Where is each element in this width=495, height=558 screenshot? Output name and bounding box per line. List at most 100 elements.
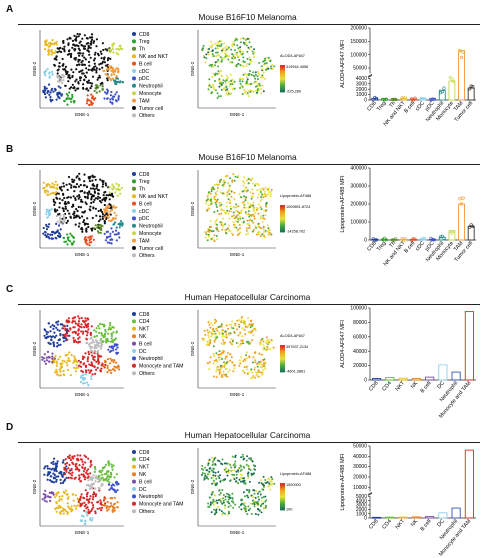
tsne-cell-point <box>104 208 107 211</box>
feature-cell-point <box>228 323 231 326</box>
feature-cell-point <box>218 85 221 88</box>
tsne-cell-point <box>62 512 65 515</box>
tsne-cell-point <box>110 227 113 230</box>
tsne-cell-point <box>94 207 97 210</box>
feature-cell-point <box>220 208 223 211</box>
tsne-cell-point <box>78 178 81 181</box>
tsne-cell-point <box>81 54 84 57</box>
tsne-cell-point <box>77 315 80 318</box>
feature-cell-point <box>233 478 236 481</box>
legend-swatch <box>132 32 136 36</box>
feature-cell-point <box>270 188 273 191</box>
tsne-cell-point <box>60 365 63 368</box>
tsne-y-label: tSNE-2 <box>32 341 37 356</box>
tsne-cell-point <box>79 480 82 483</box>
feature-cell-point <box>232 327 235 330</box>
feature-cell-point <box>236 319 239 322</box>
replicate-point <box>442 86 446 90</box>
feature-cell-point <box>254 77 257 80</box>
feature-cell-point <box>248 490 251 493</box>
feature-cell-point <box>223 209 225 212</box>
tsne-cell-point <box>49 330 52 333</box>
feature-cell-point <box>234 465 237 468</box>
tsne-cell-point <box>62 369 65 373</box>
tsne-cell-point <box>83 523 86 526</box>
tsne-cell-point <box>45 39 48 42</box>
tsne-cell-point <box>93 57 96 60</box>
feature-cell-point <box>238 333 241 335</box>
panel-title: Mouse B16F10 Melanoma <box>198 12 297 22</box>
feature-cell-point <box>249 89 252 92</box>
feature-cell-point <box>209 192 212 195</box>
feature-cell-point <box>225 333 228 336</box>
feature-cell-point <box>239 480 242 483</box>
feature-cell-point <box>256 89 259 92</box>
feature-cell-point <box>207 227 210 230</box>
tsne-cell-point <box>69 98 72 101</box>
feature-cell-point <box>267 56 270 59</box>
bar <box>464 449 474 519</box>
tsne-cell-point <box>59 482 62 485</box>
tsne-cell-point <box>109 357 112 360</box>
feature-cell-point <box>213 508 216 511</box>
tsne-cell-point <box>84 466 87 469</box>
tsne-cell-point <box>92 183 95 186</box>
feature-cell-point <box>239 231 242 234</box>
tsne-cell-point <box>99 347 102 350</box>
tsne-cell-point <box>48 93 51 96</box>
feature-cell-point <box>233 206 236 209</box>
legend-label: DC <box>139 487 147 493</box>
feature-cell-point <box>230 338 233 341</box>
tsne-cell-point <box>93 89 96 93</box>
tsne-cell-point <box>52 327 55 330</box>
tsne-cell-point <box>55 40 58 44</box>
tsne-cell-point <box>87 350 90 354</box>
feature-cell-point <box>231 83 234 86</box>
tsne-cell-point <box>91 38 94 41</box>
tsne-cell-point <box>53 473 56 476</box>
feature-cell-point <box>223 57 225 60</box>
feature-cell-point <box>226 193 229 196</box>
tsne-cell-point <box>70 474 74 477</box>
feature-cell-point <box>215 235 218 237</box>
feature-cell-point <box>261 74 264 77</box>
feature-cell-point <box>242 491 245 494</box>
tsne-cell-point <box>67 330 70 333</box>
tsne-cell-point <box>107 464 110 467</box>
feature-cell-point <box>259 235 262 238</box>
feature-cell-point <box>221 75 223 78</box>
bar-y-label: Lipoprotein-AF488 MFI <box>340 453 346 511</box>
tsne-cell-point <box>105 217 108 220</box>
tsne-cell-point <box>88 36 92 39</box>
tsne-cell-point <box>47 90 50 93</box>
feature-cell-point <box>247 475 250 477</box>
feature-cell-point <box>233 469 236 472</box>
feature-cell-point <box>228 210 231 213</box>
tsne-cell-point <box>43 353 46 356</box>
feature-cell-point <box>239 77 242 80</box>
replicate-point <box>440 90 444 94</box>
tsne-cell-point <box>54 236 57 239</box>
bar <box>451 371 461 381</box>
tsne-cell-point <box>104 359 107 362</box>
tsne-cell-point <box>82 363 85 366</box>
bar-y-tick-label: 30000 <box>353 464 367 470</box>
tsne-cell-point <box>91 36 94 39</box>
tsne-cell-point <box>111 509 114 512</box>
tsne-cell-point <box>84 236 87 239</box>
feature-cell-point <box>222 501 225 504</box>
tsne-cell-point <box>52 463 55 466</box>
tsne-cell-point <box>77 47 80 50</box>
tsne-cell-point <box>110 465 114 469</box>
feature-cell-point <box>220 43 223 46</box>
tsne-cell-point <box>110 90 113 94</box>
feature-cell-point <box>247 509 250 512</box>
tsne-cell-point <box>81 382 85 385</box>
tsne-cell-point <box>65 470 68 473</box>
feature-cell-point <box>246 93 249 96</box>
tsne-cell-point <box>83 191 86 194</box>
tsne-cell-point <box>67 467 70 470</box>
tsne-cell-point <box>120 186 123 189</box>
tsne-cell-point <box>98 470 101 473</box>
feature-cell-point <box>227 58 230 61</box>
